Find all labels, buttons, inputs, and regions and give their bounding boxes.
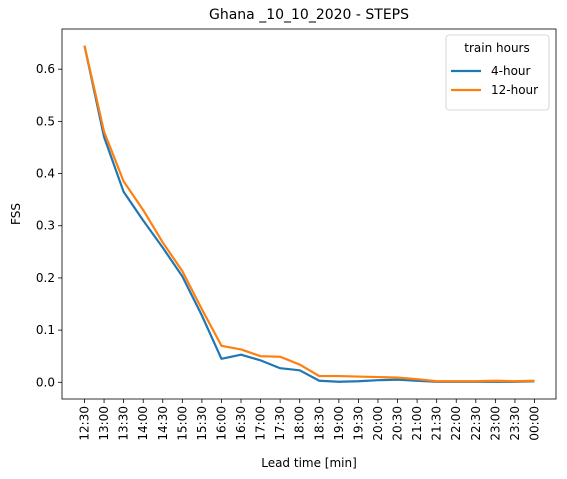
legend-label-1: 4-hour — [491, 64, 531, 78]
x-tick-label: 21:00 — [410, 406, 424, 441]
y-tick-label: 0.3 — [36, 219, 55, 233]
x-tick-label: 21:30 — [430, 406, 444, 441]
x-tick-label: 15:00 — [175, 406, 189, 441]
y-tick-label: 0.4 — [36, 167, 55, 181]
x-tick-label: 14:00 — [136, 406, 150, 441]
x-tick-label: 17:30 — [273, 406, 287, 441]
legend-title: train hours — [464, 41, 529, 55]
x-tick-label: 13:00 — [97, 406, 111, 441]
x-tick-label: 18:30 — [312, 406, 326, 441]
x-tick-label: 00:00 — [528, 406, 542, 441]
y-tick-label: 0.5 — [36, 114, 55, 128]
plot-frame — [61, 28, 557, 400]
x-tick-label: 18:00 — [293, 406, 307, 441]
x-tick-label: 23:30 — [508, 406, 522, 441]
legend: train hours 4-hour 12-hour — [445, 34, 550, 111]
x-tick-label: 13:30 — [117, 406, 131, 441]
x-tick-label: 16:00 — [214, 406, 228, 441]
y-tick-label: 0.0 — [36, 375, 55, 389]
x-tick-label: 20:30 — [391, 406, 405, 441]
plot-layer — [83, 45, 535, 383]
y-tick-label: 0.1 — [36, 323, 55, 337]
y-tick-label: 0.6 — [36, 62, 55, 76]
x-tick-label: 19:00 — [332, 406, 346, 441]
y-tick-label: 0.2 — [36, 271, 55, 285]
y-axis: 0.0 0.1 0.2 0.3 0.4 0.5 0.6 — [36, 62, 62, 389]
x-tick-label: 14:30 — [156, 406, 170, 441]
series-line-2 — [83, 45, 535, 383]
chart-title: Ghana _10_10_2020 - STEPS — [209, 7, 409, 23]
x-tick-label: 16:30 — [234, 406, 248, 441]
x-axis: 12:30 13:00 13:30 14:00 14:30 15:00 15:30 16:00… — [78, 399, 542, 441]
legend-label-2: 12-hour — [491, 83, 538, 97]
legend-box — [445, 34, 550, 111]
x-tick-label: 22:30 — [469, 406, 483, 441]
x-axis-title: Lead time [min] — [261, 456, 357, 470]
x-tick-label: 22:00 — [449, 406, 463, 441]
x-tick-label: 23:00 — [488, 406, 502, 441]
x-tick-label: 12:30 — [78, 406, 92, 441]
x-tick-label: 15:30 — [195, 406, 209, 441]
x-tick-label: 20:00 — [371, 406, 385, 441]
x-tick-label: 19:30 — [351, 406, 365, 441]
x-tick-label: 17:00 — [254, 406, 268, 441]
y-axis-title: FSS — [9, 203, 23, 225]
